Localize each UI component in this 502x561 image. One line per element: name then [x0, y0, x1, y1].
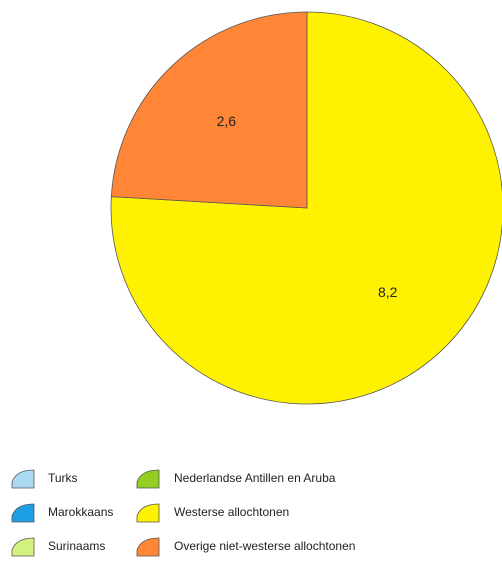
legend-label: Nederlandse Antillen en Aruba: [174, 471, 336, 485]
pie-slice: [110, 11, 308, 209]
legend-label: Surinaams: [48, 539, 105, 553]
legend-swatch: [136, 469, 160, 489]
legend-label: Turks: [48, 471, 78, 485]
value-label: 2,6: [217, 113, 237, 129]
legend-swatch: [11, 503, 35, 523]
legend-label: Marokkaans: [48, 505, 113, 519]
value-label: 8,2: [378, 284, 398, 300]
legend-swatch: [136, 537, 160, 557]
legend-swatch: [11, 469, 35, 489]
legend-swatch: [11, 537, 35, 557]
legend-label: Overige niet-westerse allochtonen: [174, 539, 355, 553]
legend-label: Westerse allochtonen: [174, 505, 289, 519]
legend-swatch: [136, 503, 160, 523]
